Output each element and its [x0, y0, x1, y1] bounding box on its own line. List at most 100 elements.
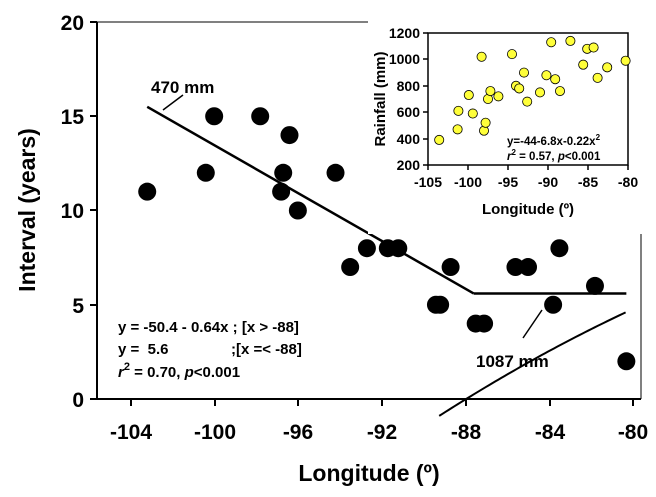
- main-data-points: [138, 107, 636, 371]
- equation-line-1: y = -50.4 - 0.64x ; [x > -88]: [118, 319, 299, 336]
- main-data-point: [519, 258, 538, 277]
- inset-data-point: [519, 67, 530, 78]
- inset-data-point: [493, 91, 504, 102]
- x-tick-label: -100: [194, 421, 236, 444]
- main-fit-line: [146, 105, 475, 295]
- main-annotations: 470 mm 1087 mm y = -50.4 - 0.64x ; [x > …: [118, 78, 549, 381]
- x-axis-title: Longitude (º): [298, 460, 439, 486]
- inset-x-tick-label: -80: [618, 174, 638, 190]
- inset-x-axis-title: Longitude (º): [482, 201, 574, 218]
- inset-data-point: [476, 51, 487, 62]
- y-tick-label: 20: [61, 12, 84, 35]
- inset-x-tick-label: -100: [454, 174, 482, 190]
- inset-data-point: [485, 86, 496, 97]
- main-fit-lines: [146, 105, 627, 295]
- inset-y-axis-title: Rainfall (mm): [372, 51, 389, 146]
- x-tick-label: -80: [618, 421, 648, 444]
- main-axes: -104 -100 -96 -92 -88 -84 -80 0 5 10 15 …: [14, 12, 648, 486]
- main-data-point: [274, 163, 293, 182]
- inset-data-point: [592, 72, 603, 83]
- main-data-point: [475, 314, 494, 333]
- main-data-point: [280, 126, 299, 145]
- inset-r-squared-stat: r2 = 0.57, p<0.001: [507, 148, 601, 163]
- main-data-point: [389, 239, 408, 258]
- r-squared-value: = 0.70,: [130, 364, 185, 381]
- inset-background: [368, 18, 646, 234]
- inset-data-point: [620, 55, 631, 66]
- y-tick-label: 0: [72, 389, 84, 412]
- main-data-point: [550, 239, 569, 258]
- p-value: <0.001: [194, 364, 240, 381]
- equation-line-2: y = 5.6 ;[x =< -88]: [118, 341, 302, 358]
- inset-x-tick-label: -85: [578, 174, 598, 190]
- leader-line-1087: [522, 309, 543, 339]
- inset-equation-superscript: 2: [596, 133, 601, 142]
- inset-data-point: [555, 86, 566, 97]
- main-data-point: [431, 295, 450, 314]
- y-axis-title: Interval (years): [14, 128, 40, 292]
- inset-y-tick-label: 1200: [389, 25, 420, 41]
- r-squared-stat: r2 = 0.70, p<0.001: [118, 361, 240, 381]
- inset-data-point: [565, 35, 576, 46]
- main-data-point: [585, 276, 604, 295]
- main-data-point: [251, 107, 270, 126]
- main-data-point: [272, 182, 291, 201]
- inset-data-point: [535, 87, 546, 98]
- inset-y-tick-label: 400: [397, 131, 421, 147]
- inset-data-points: [434, 35, 631, 145]
- inset-r-squared-r: r: [507, 151, 512, 163]
- x-tick-label: -84: [535, 421, 566, 444]
- main-data-point: [196, 163, 215, 182]
- inset-y-tick-label: 800: [397, 78, 421, 94]
- label-470-mm: 470 mm: [151, 78, 214, 97]
- main-data-point: [506, 258, 525, 277]
- inset-fit-curve: [438, 311, 627, 417]
- inset-r-squared-value: = 0.57,: [516, 151, 558, 163]
- main-data-point: [544, 295, 563, 314]
- inset-data-point: [452, 124, 463, 135]
- y-tick-label: 10: [61, 200, 84, 223]
- inset-y-tick-label: 600: [397, 104, 421, 120]
- main-data-point: [288, 201, 307, 220]
- inset-fit-curve-group: [438, 311, 627, 417]
- r-squared-r: r: [118, 364, 125, 381]
- leader-line-470: [162, 94, 184, 111]
- inset-p-symbol: p: [557, 151, 565, 163]
- main-data-point: [441, 258, 460, 277]
- inset-r-squared-superscript: 2: [511, 148, 516, 157]
- inset-data-point: [588, 42, 599, 53]
- main-data-point: [326, 163, 345, 182]
- main-data-point: [617, 352, 636, 371]
- inset-data-point: [541, 70, 552, 81]
- y-tick-label: 15: [61, 106, 85, 129]
- inset-data-point: [546, 37, 557, 48]
- x-tick-label: -88: [451, 421, 482, 444]
- inset-data-point: [522, 96, 533, 107]
- p-symbol: p: [184, 364, 194, 381]
- x-tick-label: -104: [110, 421, 152, 444]
- inset-data-point: [514, 83, 525, 94]
- inset-y-tick-label: 200: [397, 157, 421, 173]
- inset-data-point: [463, 90, 474, 101]
- inset-chart: -105 -100 -95 -90 -85 -80 200 400 600 80…: [368, 18, 646, 417]
- inset-data-point: [480, 117, 491, 128]
- y-tick-label: 5: [72, 295, 84, 318]
- x-tick-label: -96: [283, 421, 313, 444]
- inset-x-tick-label: -90: [538, 174, 558, 190]
- inset-data-point: [578, 59, 589, 70]
- x-tick-label: -92: [367, 421, 397, 444]
- inset-data-point: [467, 108, 478, 119]
- inset-data-point: [453, 105, 464, 116]
- inset-equation: y=-44-6.8x-0.22x2: [507, 133, 601, 148]
- main-data-point: [341, 258, 360, 277]
- inset-data-point: [550, 74, 561, 85]
- inset-data-point: [434, 134, 445, 145]
- label-1087-mm: 1087 mm: [476, 352, 549, 371]
- inset-equation-text: y=-44-6.8x-0.22x: [507, 136, 596, 148]
- inset-p-value: <0.001: [565, 151, 601, 163]
- inset-x-tick-label: -95: [498, 174, 518, 190]
- inset-y-tick-label: 1000: [389, 51, 420, 67]
- main-data-point: [205, 107, 224, 126]
